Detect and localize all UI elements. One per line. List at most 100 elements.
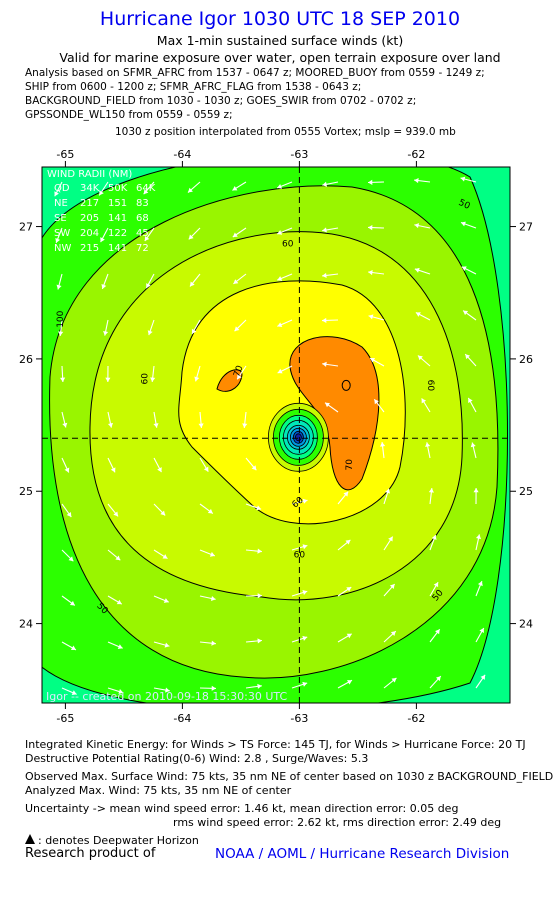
wind-vector-head [435,629,440,635]
wind-vector-head [302,544,308,550]
wind-vector-head [480,674,486,680]
wind-vector-head [153,423,159,428]
wind-vector-head [391,677,397,683]
x-tick-label-top: -64 [173,148,191,161]
wind-vector-head [322,181,328,187]
wind-vector-head [368,314,374,320]
wind-vector-head [465,354,471,360]
contour-label: 50 [457,198,472,212]
analysis-line: GPSSONDE_WL150 from 0559 - 0559 z; [25,109,233,121]
wind-vector-head [162,554,168,559]
wind-vector-head [277,276,283,281]
wind-vector-head [277,322,283,328]
wind-vector-head [60,377,66,382]
wind-vector-head [470,442,476,448]
analysis-line: Analysis based on SFMR_AFRC from 1537 - … [25,67,485,79]
wind-vector-head [414,178,419,184]
wind-vector-head [417,355,423,361]
wind-vector-head [165,687,170,693]
analysis-line: SHIP from 0600 - 1200 z; SFMR_AFRC_FLAG … [25,81,362,93]
max-wind-marker [341,379,351,391]
wind-vector-head [421,398,427,404]
wind-radii-cell: 72 [136,243,149,254]
wind-radii-cell: 215 [80,243,99,254]
wind-vector-head [343,491,349,497]
wind-vector-head [414,223,420,229]
wind-vector-head [101,284,107,289]
y-tick-label-left: 24 [19,618,33,631]
wind-vector-head [473,488,479,493]
x-tick-label-bottom: -65 [56,712,74,725]
wind-vector-head [58,331,64,336]
wind-vector-head [210,595,216,601]
y-tick-label-left: 25 [19,485,33,498]
wind-vector-head [56,284,62,290]
wind-vector-head [242,423,248,428]
wind-vector-head [187,187,193,193]
wind-vector-head [237,374,242,380]
wind-vector-head [163,598,169,603]
wind-vector-head [460,176,466,182]
wind-vector-head [322,361,327,367]
wind-vector-head [433,582,439,588]
wind-radii-cell: 45 [136,228,149,239]
oil-rig-icon [25,834,35,844]
wind-vector-head [118,689,124,694]
wind-vector-head [368,269,373,276]
wind-vector-head [194,376,200,382]
wind-vector-head [164,642,170,648]
wind-vector-head [251,465,257,471]
wind-vector-head [368,179,373,185]
wind-vector-head [425,442,431,448]
wind-vector-head [388,536,393,542]
analyzed-max-text: Analyzed Max. Wind: 75 kts, 35 nm NE of … [25,784,292,797]
wind-vector-head [302,635,308,641]
wind-vector-head [157,467,162,473]
wind-vector-head [211,685,216,691]
wind-vector-head [64,467,70,473]
wind-vector-head [277,183,283,189]
ike-text: Integrated Kinetic Energy: for Winds > T… [25,738,526,751]
eye-ring [294,433,302,442]
wind-vector-head [203,466,209,472]
analysis-line: BACKGROUND_FIELD from 1030 - 1030 z; GOE… [25,95,417,107]
wind-radii-cell: 83 [136,198,149,209]
page-title: Hurricane Igor 1030 UTC 18 SEP 2010 [99,8,461,30]
wind-radii-cell: 204 [80,228,99,239]
contour-label: 60 [425,380,435,392]
wind-vector-head [460,221,466,227]
y-tick-label-left: 27 [19,221,33,234]
contour-label: 70 [232,364,245,378]
wind-radii-cell: 217 [80,198,99,209]
wind-radii-cell: 122 [108,228,127,239]
wind-vector-head [144,236,150,242]
rms-error-text: rms wind speed error: 2.62 kt, rms direc… [173,816,502,829]
wind-vector-head [232,232,238,238]
wind-vector-head [415,312,421,317]
x-tick-label-bottom: -64 [173,712,191,725]
wind-vector-head [110,467,116,473]
wind-radii-table: WIND RADII (NM) QD 34K 50K 64K NE 217 151 83 SE 20… [47,169,156,254]
wind-vector-head [107,422,114,428]
wind-vector-head [257,593,262,599]
wind-vector-head [302,681,308,687]
wind-vector-head [461,266,467,271]
wind-vector-head [463,310,469,316]
wind-vector-head [66,512,72,518]
wind-vector-head [116,599,122,605]
contour-label: 60 [140,373,150,385]
wind-vector-head [346,587,352,592]
wind-vector-head [390,631,396,636]
wind-radii-cell: SW [54,228,70,239]
contour-label: 70 [345,459,355,471]
wind-vector-head [209,551,215,557]
validity-note: Valid for marine exposure over water, op… [59,50,501,65]
wind-vector-head [70,645,76,650]
wind-vector-head [475,534,482,540]
wind-vector-head [347,680,353,685]
wind-vector-head [150,377,156,382]
noaa-link[interactable]: NOAA / AOML / Hurricane Research Divisio… [215,846,510,862]
wind-radii-cell: 141 [108,243,127,254]
band-70kt-nw [216,369,243,392]
wind-vector-head [147,330,153,336]
